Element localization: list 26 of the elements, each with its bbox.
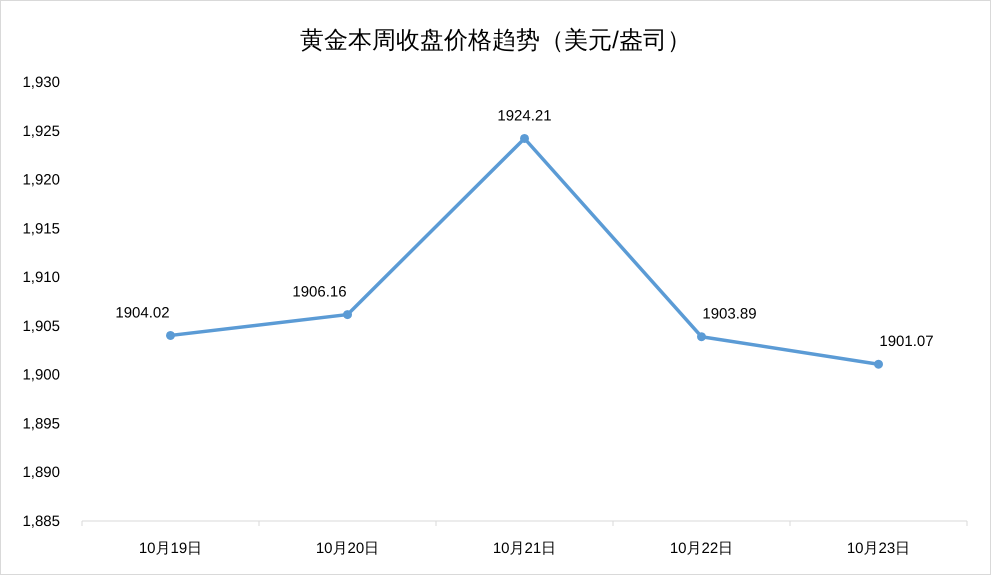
xtick: 10月21日 <box>492 540 556 557</box>
xtick: 10月23日 <box>846 540 910 557</box>
ytick: 1,900 <box>22 366 60 384</box>
ytick: 1,890 <box>22 464 60 482</box>
point <box>520 134 529 143</box>
data-label: 1924.21 <box>497 107 552 124</box>
xtick: 10月19日 <box>138 540 202 557</box>
xtick: 10月22日 <box>670 540 734 557</box>
ytick: 1,895 <box>22 415 60 432</box>
data-label: 1906.16 <box>292 284 347 301</box>
ytick: 1,915 <box>22 220 60 238</box>
ytick: 1,930 <box>22 74 60 91</box>
data-label: 1901.07 <box>879 333 934 350</box>
ytick: 1,885 <box>22 513 60 530</box>
point <box>874 360 883 369</box>
title: 黄金本周收盘价格趋势（美元/盎司） <box>300 27 691 54</box>
point <box>343 310 352 320</box>
ytick: 1,910 <box>22 269 60 286</box>
point <box>697 332 706 342</box>
data-label: 1903.89 <box>702 306 757 323</box>
ytick: 1,905 <box>22 318 60 335</box>
data-label: 1904.02 <box>115 304 170 322</box>
point <box>166 330 175 340</box>
ytick: 1,920 <box>22 172 60 189</box>
xtick: 10月20日 <box>316 540 380 557</box>
ytick: 1,925 <box>22 122 60 140</box>
